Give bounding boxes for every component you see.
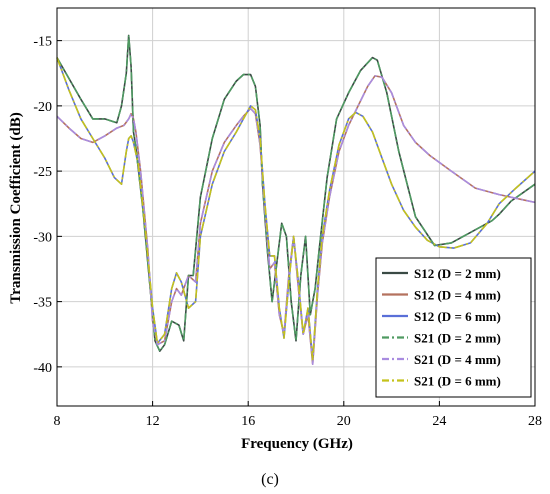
y-tick-label: -40 — [33, 361, 52, 376]
y-tick-label: -30 — [33, 230, 52, 245]
y-tick-label: -25 — [33, 165, 52, 180]
x-tick-label: 20 — [337, 414, 351, 429]
x-tick-label: 16 — [241, 414, 255, 429]
legend-label: S12 (D = 2 mm) — [414, 266, 501, 281]
x-tick-label: 24 — [432, 414, 446, 429]
legend: S12 (D = 2 mm) S12 (D = 4 mm) S12 (D = 6 m… — [375, 257, 532, 398]
x-tick-label: 12 — [146, 414, 160, 429]
series-lines — [56, 34, 536, 365]
axis-ticks: 8 12 16 20 24 28 -15 -20 -25 -30 -35 -40 — [33, 35, 542, 429]
plot-frame — [56, 7, 536, 407]
legend-label: S12 (D = 6 mm) — [414, 309, 501, 324]
x-tick-label: 28 — [528, 414, 542, 429]
legend-box — [375, 257, 532, 398]
x-tick-label: 8 — [54, 414, 61, 429]
legend-label: S21 (D = 4 mm) — [414, 352, 501, 367]
x-axis-label: Frequency (GHz) — [241, 436, 353, 452]
series-line-6 — [56, 57, 536, 362]
y-axis-label: Transmission Coefficient (dB) — [8, 112, 24, 303]
legend-label: S21 (D = 6 mm) — [414, 374, 501, 389]
y-tick-label: -15 — [33, 35, 52, 50]
figure-caption: (c) — [261, 471, 279, 488]
legend-label: S12 (D = 4 mm) — [414, 288, 501, 303]
y-tick-label: -20 — [33, 100, 52, 115]
legend-label: S21 (D = 2 mm) — [414, 331, 501, 346]
y-tick-label: -35 — [33, 296, 52, 311]
